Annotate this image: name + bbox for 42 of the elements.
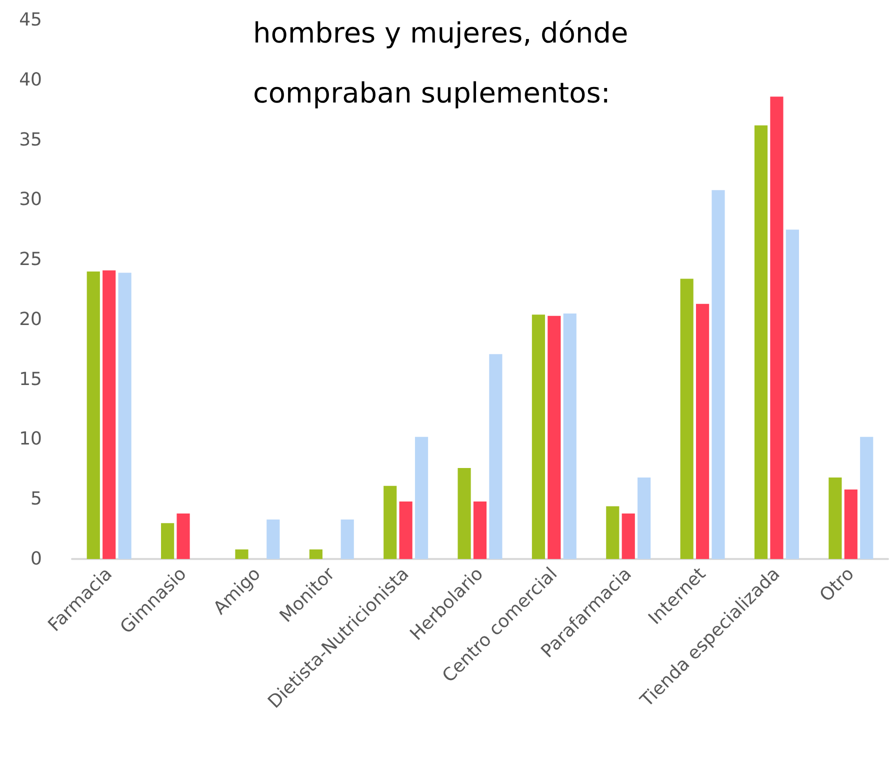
y-tick-label: 0	[30, 548, 42, 570]
bar	[118, 272, 132, 559]
bar	[680, 278, 694, 559]
y-tick-label: 10	[19, 428, 42, 450]
bar	[828, 478, 842, 559]
y-tick-label: 45	[19, 10, 42, 30]
x-tick-label: Otro	[816, 564, 858, 606]
bar	[340, 519, 354, 559]
y-tick-label: 35	[19, 129, 42, 150]
bar	[473, 502, 487, 559]
bar	[606, 506, 620, 559]
bar	[414, 436, 428, 559]
bar	[235, 549, 248, 559]
bar	[786, 230, 799, 559]
y-tick-label: 25	[19, 249, 42, 270]
bar	[548, 316, 561, 559]
bar	[86, 272, 100, 559]
bar	[622, 513, 635, 559]
bar	[161, 523, 174, 559]
y-tick-label: 20	[19, 308, 42, 330]
bar	[489, 354, 502, 559]
bar	[102, 270, 116, 559]
y-tick-label: 15	[19, 368, 42, 390]
bar	[712, 190, 725, 559]
y-tick-label: 40	[19, 69, 42, 90]
bar	[844, 490, 858, 559]
y-tick-label: 30	[19, 189, 42, 210]
bar	[176, 513, 190, 559]
bar	[384, 486, 397, 559]
bar	[754, 125, 768, 559]
bar	[532, 314, 546, 559]
bar	[563, 313, 576, 559]
y-tick-label: 5	[30, 488, 42, 510]
bar	[399, 502, 412, 559]
bar	[860, 436, 874, 559]
text: hombres y mujeres, dónde compraban suplementos:	[253, 16, 638, 110]
bar	[638, 478, 651, 559]
bar	[309, 549, 322, 559]
bar	[770, 96, 784, 559]
bar	[458, 468, 471, 559]
bar	[266, 519, 280, 559]
bar	[696, 304, 710, 559]
